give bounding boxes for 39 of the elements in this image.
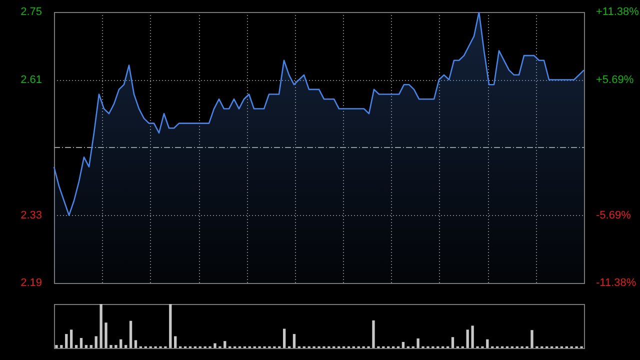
y-tick-label: 2.61 [20,74,42,86]
bar [55,345,58,348]
y2-tick-label: -5.69% [596,209,632,222]
bar [169,304,172,348]
bar [451,337,454,348]
y2-tick-label: -11.38% [596,277,636,290]
bar [100,304,102,348]
bar [402,342,405,348]
bar [372,320,375,348]
bar [90,345,92,348]
bar [84,345,88,348]
bar [174,336,177,348]
bar [74,345,78,348]
bar [471,326,474,348]
bar [114,345,118,348]
y-tick-label: 2.33 [20,209,42,222]
bar [466,330,469,348]
bar [94,336,98,348]
bar [110,345,112,348]
bar [134,340,138,348]
bar [104,322,108,348]
bar [486,339,489,348]
bar [129,320,132,348]
bar [224,341,226,348]
y2-tick-label: +5.69% [596,74,634,86]
bar [124,345,128,348]
bar [292,334,296,348]
bar [530,330,534,348]
y-tick-label: 2.19 [20,277,42,290]
bar [282,328,286,348]
bar [60,345,63,348]
bar [80,338,83,348]
bar [65,334,68,348]
bar [214,343,216,348]
bar [416,338,420,348]
bar [70,330,73,348]
y-tick-label: 2.75 [20,6,42,18]
y2-tick-label: +11.38% [596,6,640,18]
bar [120,339,122,348]
